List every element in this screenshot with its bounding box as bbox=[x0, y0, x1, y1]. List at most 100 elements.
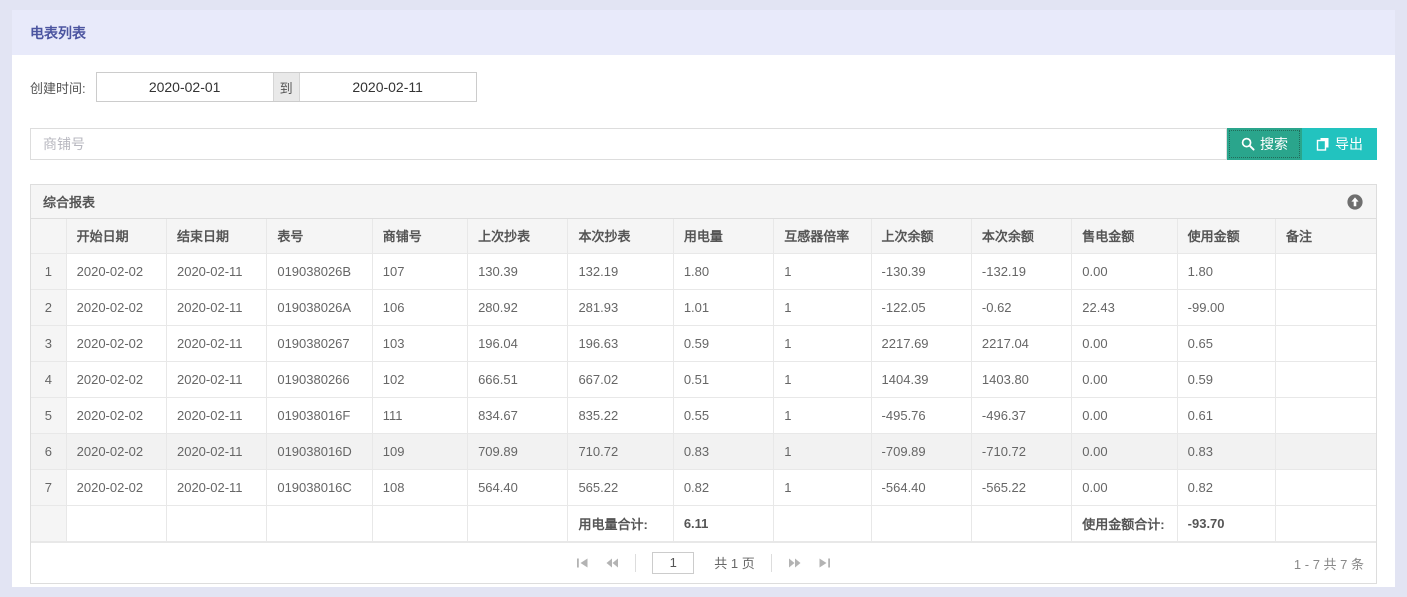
table-cell: 1.01 bbox=[672, 288, 775, 326]
table-cell bbox=[1275, 432, 1376, 470]
start-date-input[interactable] bbox=[96, 73, 273, 101]
column-header: 用电量 bbox=[672, 219, 775, 254]
summary-cell bbox=[870, 504, 972, 542]
table-cell: 2217.04 bbox=[970, 324, 1073, 362]
table-row[interactable]: 4 2020-02-02 2020-02-11 0190380266 102 666.51… bbox=[31, 360, 1376, 398]
table-cell bbox=[1275, 360, 1376, 398]
table-cell: 2020-02-02 bbox=[65, 432, 167, 470]
arrow-up-circle-icon bbox=[1346, 193, 1364, 211]
next-page-button[interactable] bbox=[788, 557, 802, 569]
search-button-label: 搜索 bbox=[1260, 136, 1288, 152]
column-header: 商铺号 bbox=[371, 219, 469, 254]
table-cell: 2020-02-11 bbox=[165, 252, 268, 290]
summary-cell bbox=[773, 504, 872, 542]
row-number-cell: 2 bbox=[31, 288, 67, 326]
export-copy-icon bbox=[1316, 137, 1330, 151]
date-range-group: 到 bbox=[95, 72, 477, 102]
summary-cell bbox=[1275, 504, 1376, 542]
table-cell: 019038016F bbox=[266, 396, 373, 434]
table-cell: 2020-02-02 bbox=[65, 468, 167, 506]
table-row[interactable]: 7 2020-02-02 2020-02-11 019038016C 108 564.40… bbox=[31, 468, 1376, 506]
search-button[interactable]: 搜索 bbox=[1227, 128, 1302, 160]
table-row[interactable]: 2 2020-02-02 2020-02-11 019038026A 106 280.92… bbox=[31, 288, 1376, 326]
column-header: 本次余额 bbox=[970, 219, 1073, 254]
table-cell: 019038016C bbox=[266, 468, 373, 506]
table-cell: 834.67 bbox=[467, 396, 569, 434]
table-cell: 1 bbox=[773, 468, 872, 506]
table-cell: -130.39 bbox=[870, 252, 972, 290]
table-cell: 1 bbox=[773, 360, 872, 398]
table-cell: 019038016D bbox=[266, 432, 373, 470]
table-cell: 667.02 bbox=[567, 360, 674, 398]
table-cell: 2020-02-02 bbox=[65, 360, 167, 398]
table-cell: -495.76 bbox=[870, 396, 972, 434]
export-button-label: 导出 bbox=[1335, 136, 1363, 152]
table-cell: 1404.39 bbox=[870, 360, 972, 398]
table-cell: 2020-02-11 bbox=[165, 288, 268, 326]
table-cell: 709.89 bbox=[467, 432, 569, 470]
table-header-row: 开始日期 结束日期 表号 商铺号 上次抄表 本次抄表 用电量 互感器倍率 上次余额 本次余额 售电金… bbox=[31, 219, 1376, 254]
table-cell: 0.00 bbox=[1071, 324, 1178, 362]
first-page-button[interactable] bbox=[576, 557, 589, 569]
table-cell: 2020-02-02 bbox=[65, 252, 167, 290]
table-cell: 2020-02-02 bbox=[65, 324, 167, 362]
table-cell: 0.00 bbox=[1071, 360, 1178, 398]
table-cell: -565.22 bbox=[970, 468, 1073, 506]
table-row[interactable]: 5 2020-02-02 2020-02-11 019038016F 111 834.67… bbox=[31, 396, 1376, 434]
table-cell: 0.00 bbox=[1071, 432, 1178, 470]
summary-row: 用电量合计: 6.11 使用金额合计: -93.70 bbox=[31, 504, 1376, 542]
pager-divider bbox=[770, 553, 772, 572]
usage-total-label: 用电量合计: bbox=[567, 504, 674, 542]
summary-cell bbox=[165, 504, 268, 542]
amount-total-value: -93.70 bbox=[1176, 504, 1277, 542]
column-header bbox=[31, 219, 67, 254]
last-page-button[interactable] bbox=[818, 557, 831, 569]
prev-page-button[interactable] bbox=[605, 557, 619, 569]
column-header: 使用金额 bbox=[1176, 219, 1277, 254]
table-cell: 0.59 bbox=[1176, 360, 1277, 398]
total-pages-label: 共 1 页 bbox=[714, 556, 755, 571]
collapse-panel-button[interactable] bbox=[1346, 193, 1364, 211]
table-cell: 1.80 bbox=[672, 252, 775, 290]
table-cell: 281.93 bbox=[567, 288, 674, 326]
column-header: 备注 bbox=[1275, 219, 1376, 254]
table-cell: 2020-02-11 bbox=[165, 432, 268, 470]
pagination-controls: 共 1 页 bbox=[576, 551, 831, 574]
table-cell: 196.63 bbox=[567, 324, 674, 362]
table-cell: 0.83 bbox=[1176, 432, 1277, 470]
table-row[interactable]: 1 2020-02-02 2020-02-11 019038026B 107 130.39… bbox=[31, 252, 1376, 290]
table-row[interactable]: 6 2020-02-02 2020-02-11 019038016D 109 709.89… bbox=[31, 432, 1376, 470]
table-cell: -99.00 bbox=[1176, 288, 1277, 326]
table-cell: 0.00 bbox=[1071, 396, 1178, 434]
table-cell: 0.82 bbox=[1176, 468, 1277, 506]
column-header: 上次余额 bbox=[870, 219, 972, 254]
table-cell: 019038026A bbox=[266, 288, 373, 326]
table-cell: 0.00 bbox=[1071, 252, 1178, 290]
table-row[interactable]: 3 2020-02-02 2020-02-11 0190380267 103 196.04… bbox=[31, 324, 1376, 362]
search-input[interactable] bbox=[30, 128, 1227, 160]
row-number-cell: 6 bbox=[31, 432, 67, 470]
table-cell: 106 bbox=[371, 288, 469, 326]
end-date-input[interactable] bbox=[299, 73, 476, 101]
table-cell: 196.04 bbox=[467, 324, 569, 362]
table-cell: 0190380266 bbox=[266, 360, 373, 398]
table-cell: -710.72 bbox=[970, 432, 1073, 470]
table-cell: -564.40 bbox=[870, 468, 972, 506]
amount-total-label: 使用金额合计: bbox=[1071, 504, 1178, 542]
summary-cell bbox=[467, 504, 569, 542]
report-panel-title: 综合报表 bbox=[43, 195, 96, 210]
table-cell: 2020-02-02 bbox=[65, 288, 167, 326]
table-cell: 2217.69 bbox=[870, 324, 972, 362]
pager-divider bbox=[635, 553, 637, 572]
table-cell bbox=[1275, 396, 1376, 434]
table-cell: 565.22 bbox=[567, 468, 674, 506]
summary-cell bbox=[371, 504, 469, 542]
page-title: 电表列表 bbox=[12, 10, 1395, 55]
export-button[interactable]: 导出 bbox=[1302, 128, 1377, 160]
usage-total-value: 6.11 bbox=[672, 504, 775, 542]
column-header: 售电金额 bbox=[1071, 219, 1178, 254]
table-cell: 710.72 bbox=[567, 432, 674, 470]
record-range-label: 1 - 7 共 7 条 bbox=[1293, 556, 1364, 572]
page-number-input[interactable] bbox=[652, 551, 695, 574]
table-cell: 564.40 bbox=[467, 468, 569, 506]
